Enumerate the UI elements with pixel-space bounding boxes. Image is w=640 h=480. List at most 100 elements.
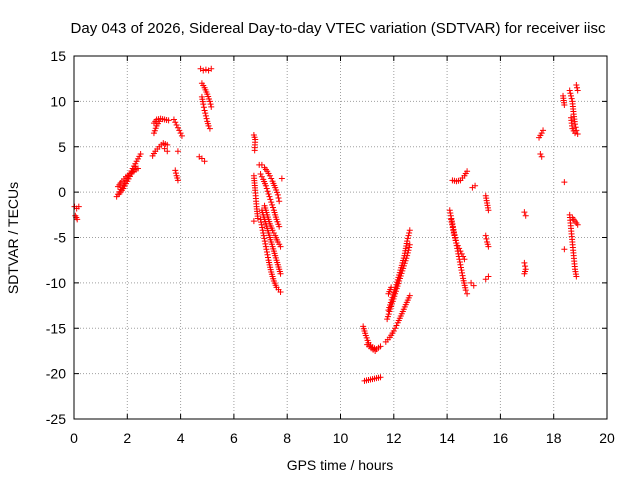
data-point [206, 125, 213, 132]
data-point [521, 209, 528, 216]
data-point [386, 304, 393, 311]
data-point [277, 243, 284, 250]
data-point [264, 188, 271, 195]
data-point [574, 87, 581, 94]
y-tick-label: 10 [50, 93, 66, 109]
data-point [457, 261, 464, 268]
data-point [568, 95, 575, 102]
y-tick-label: 0 [58, 184, 66, 200]
data-point [178, 132, 185, 139]
data-point [276, 198, 283, 205]
data-point [259, 224, 266, 231]
data-point [258, 161, 265, 168]
data-point [172, 170, 179, 177]
data-point [264, 251, 271, 258]
data-point [384, 313, 391, 320]
data-points [71, 65, 581, 384]
data-point [269, 201, 276, 208]
data-point [390, 327, 397, 334]
data-point [263, 249, 270, 256]
data-point [377, 343, 384, 350]
y-tick-label: 5 [58, 139, 66, 155]
data-point [200, 104, 207, 111]
data-point [446, 207, 453, 214]
data-point [261, 235, 268, 242]
data-point [164, 141, 171, 148]
data-point [137, 151, 144, 158]
data-point [392, 325, 399, 332]
data-point [540, 127, 547, 134]
plot-frame [73, 55, 608, 420]
x-tick-label: 6 [230, 430, 238, 446]
data-point [388, 296, 395, 303]
data-point [384, 316, 391, 323]
data-point [75, 203, 82, 210]
data-point [566, 87, 573, 94]
data-point [258, 219, 265, 226]
data-point [485, 243, 492, 250]
x-tick-label: 2 [123, 430, 131, 446]
data-point [257, 170, 264, 177]
data-point [265, 254, 272, 261]
data-point [567, 90, 574, 97]
data-point [207, 101, 214, 108]
data-point [263, 185, 270, 192]
x-tick-label: 14 [439, 430, 455, 446]
data-point [464, 290, 471, 297]
data-point [485, 207, 492, 214]
data-point [459, 269, 466, 276]
data-point [206, 98, 213, 105]
data-point [161, 145, 168, 152]
data-point [482, 232, 489, 239]
chart-title: Day 043 of 2026, Sidereal Day-to-day VTE… [71, 20, 606, 37]
data-point [200, 67, 207, 74]
data-point [574, 131, 581, 138]
data-point [262, 243, 269, 250]
data-point [258, 221, 265, 228]
data-point [170, 116, 177, 123]
data-point [573, 82, 580, 89]
data-point [391, 289, 398, 296]
data-point [464, 168, 471, 175]
x-tick-label: 16 [493, 430, 509, 446]
data-point [406, 292, 413, 299]
x-tick-label: 12 [386, 430, 402, 446]
x-tick-label: 0 [70, 430, 78, 446]
data-point [156, 118, 163, 125]
data-point [483, 235, 490, 242]
data-point [267, 196, 274, 203]
x-tick-label: 8 [283, 430, 291, 446]
data-point [460, 253, 467, 260]
data-point [208, 103, 215, 110]
data-point [263, 246, 270, 253]
data-point [202, 66, 209, 73]
data-point [268, 199, 275, 206]
data-point [457, 248, 464, 255]
data-point [521, 259, 528, 266]
x-tick-label: 20 [599, 430, 615, 446]
data-point [372, 347, 379, 354]
data-point [448, 216, 455, 223]
x-tick-label: 10 [333, 430, 349, 446]
data-point [522, 263, 529, 270]
data-point [457, 264, 464, 271]
data-point [537, 151, 544, 158]
data-point [174, 177, 181, 184]
y-tick-label: -20 [46, 366, 66, 382]
data-point [174, 148, 181, 155]
data-point [200, 101, 207, 108]
data-point [404, 238, 411, 245]
y-axis-label: SDTVAR / TECUs [5, 182, 21, 294]
data-point [561, 246, 568, 253]
data-point [165, 117, 172, 124]
y-tick-label: -15 [46, 320, 66, 336]
data-point [202, 112, 209, 119]
data-point [453, 239, 460, 246]
data-point [164, 148, 171, 155]
data-point [458, 267, 465, 274]
data-point [385, 307, 392, 314]
data-point [277, 270, 284, 277]
data-point [259, 227, 266, 234]
data-point [470, 282, 477, 289]
data-point [74, 216, 81, 223]
